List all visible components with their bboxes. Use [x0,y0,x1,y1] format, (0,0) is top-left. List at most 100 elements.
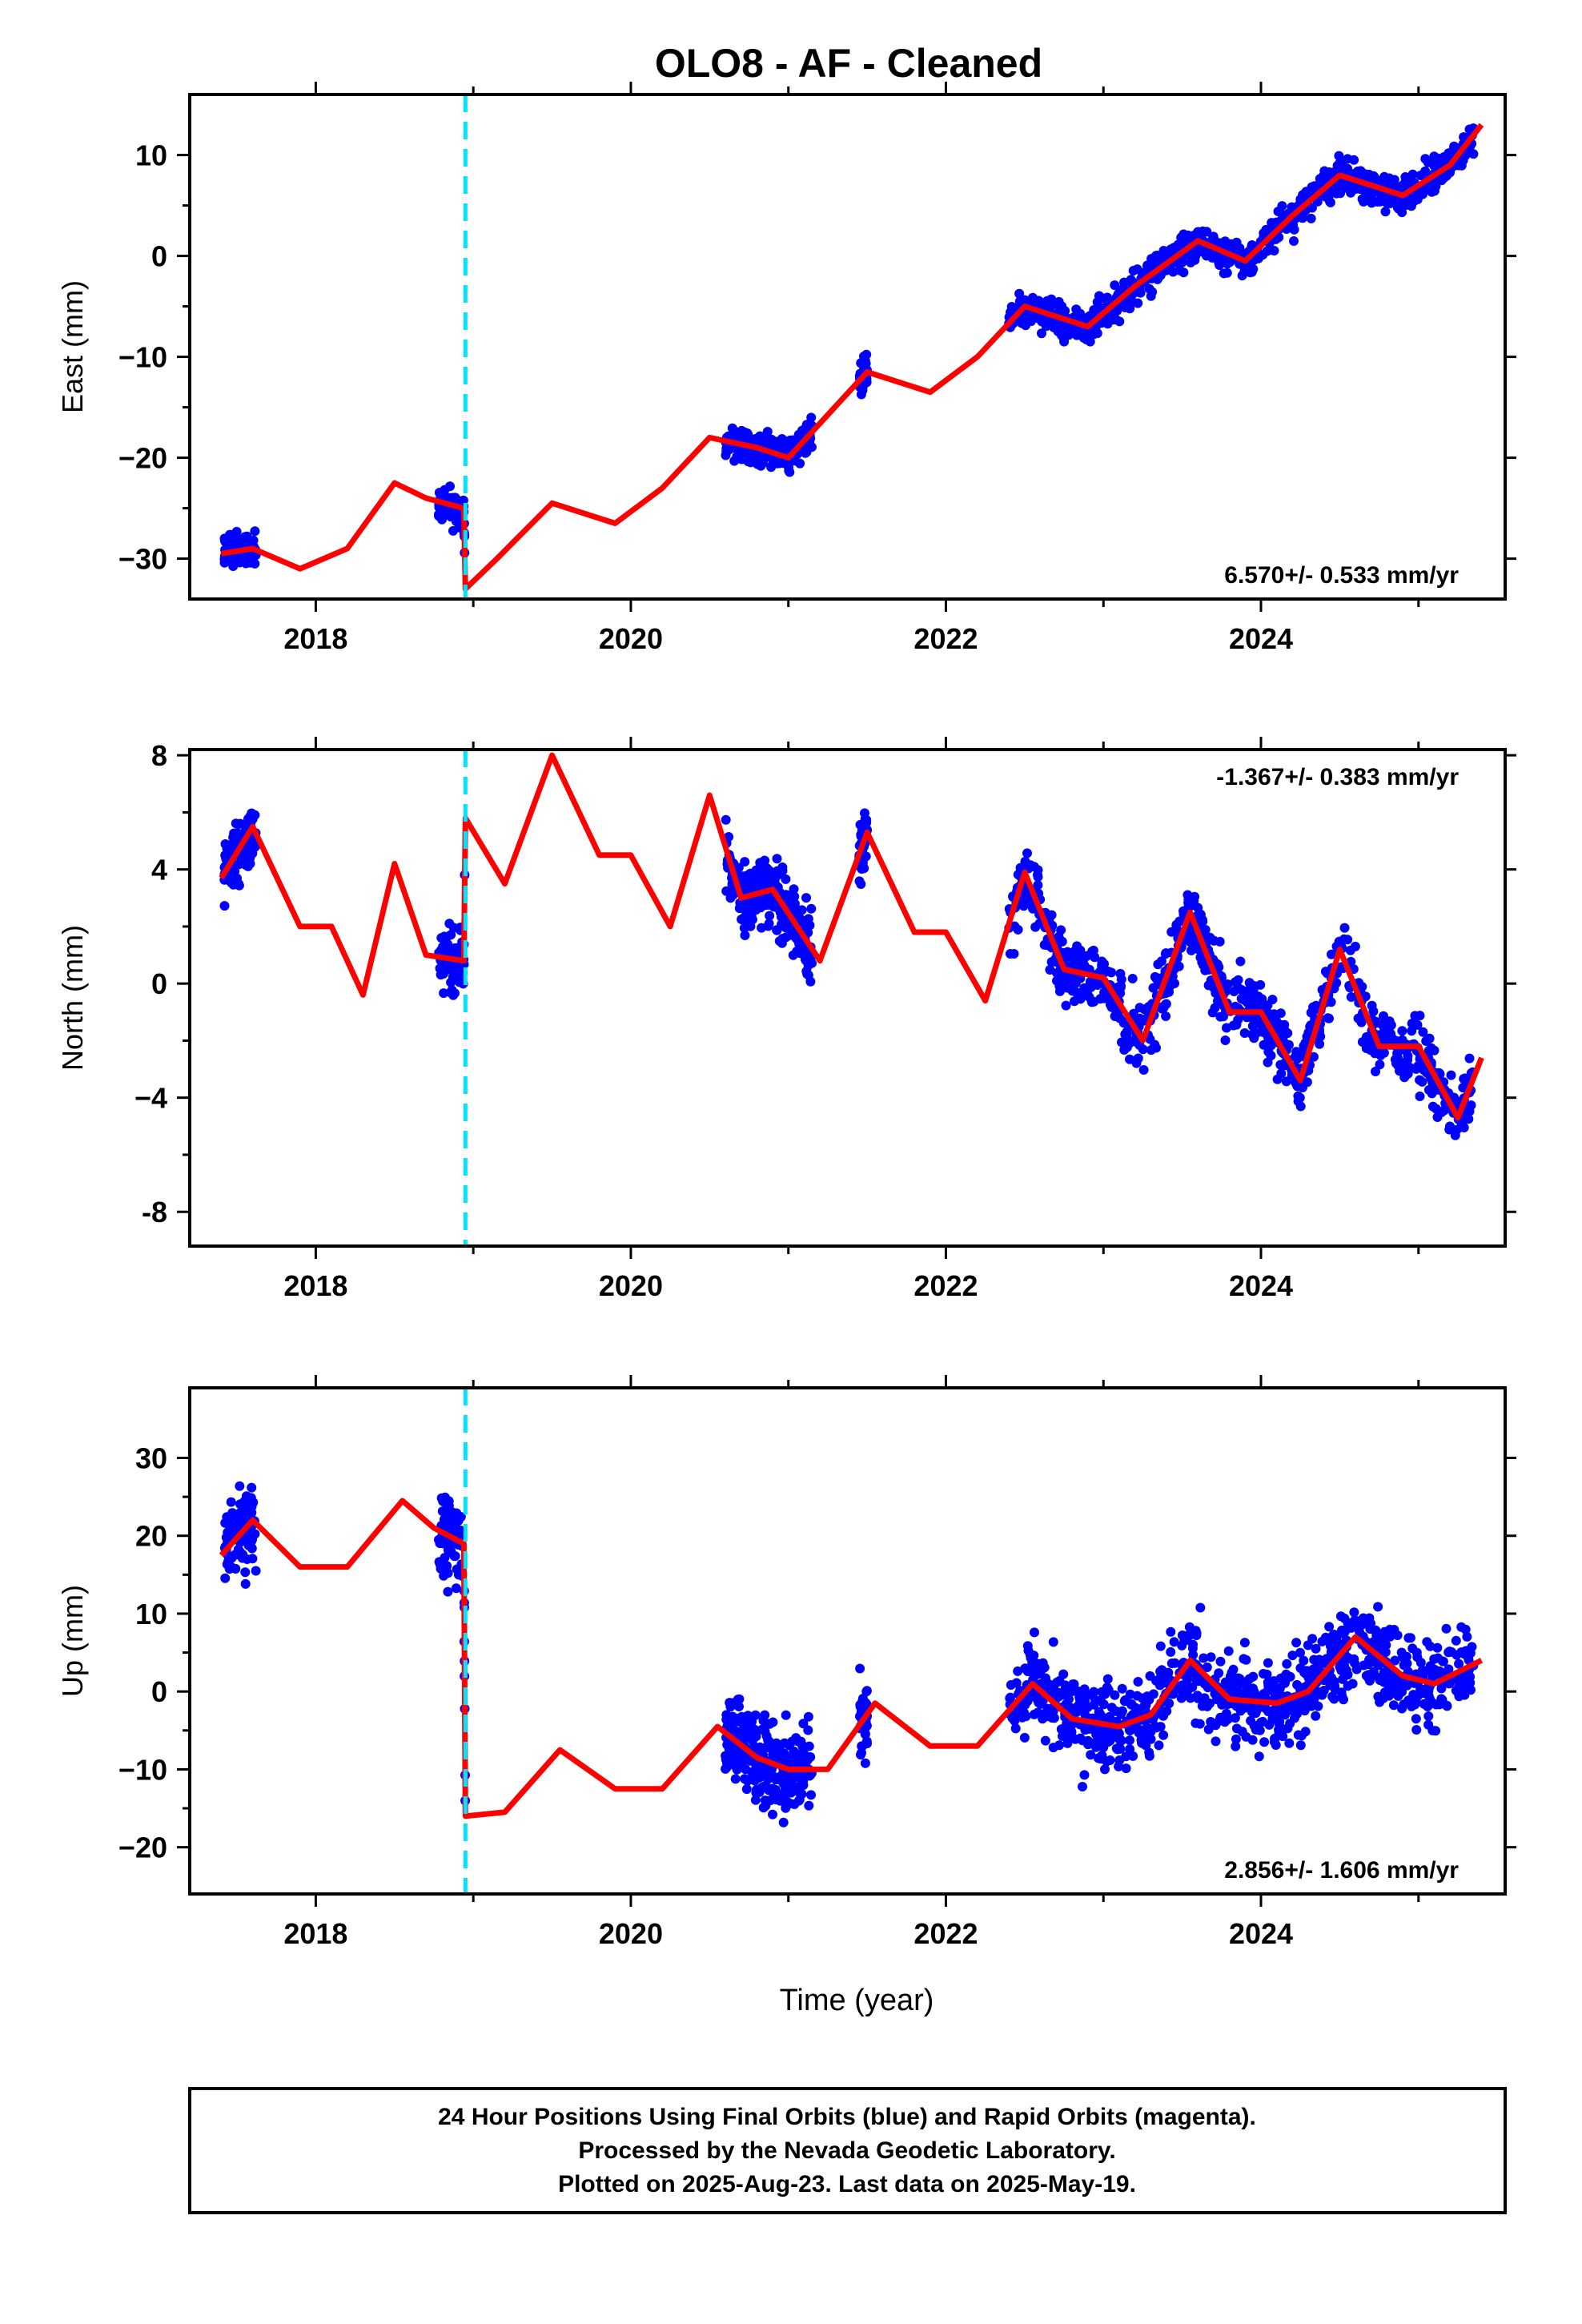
data-point [802,1755,813,1765]
data-point [1031,1665,1042,1675]
data-point [1138,1065,1149,1075]
data-point [778,1817,789,1827]
data-point [1379,174,1390,184]
data-point [1120,1695,1130,1705]
data-point [1061,1000,1071,1011]
data-point [1358,1613,1368,1623]
data-point [1114,1761,1124,1771]
data-point [1263,1686,1273,1696]
y-tick-label: -8 [142,1196,167,1228]
data-point [451,1583,461,1594]
y-tick-label: −20 [118,1831,167,1864]
data-point [448,990,459,1000]
data-point [767,875,777,885]
data-point [443,1568,453,1578]
up-y-axis-label: Up (mm) [56,1585,89,1697]
data-point [1110,280,1120,291]
data-point [219,901,230,911]
data-point [1445,1121,1455,1132]
data-point [860,1758,870,1768]
data-point [1095,1695,1106,1706]
data-point [1202,1663,1212,1672]
data-point [1222,1678,1232,1688]
data-point [1259,1039,1269,1050]
data-point [235,1508,245,1518]
data-point [755,858,765,868]
east-points [219,123,1479,571]
data-point [224,1520,235,1530]
data-point [1049,1681,1059,1691]
data-point [785,1754,796,1764]
data-point [1247,1735,1258,1745]
data-point [1086,1750,1096,1760]
data-point [1423,1045,1434,1055]
data-point [1325,1680,1335,1691]
data-point [1131,1703,1142,1714]
footer-line-2: Processed by the Nevada Geodetic Laborat… [578,2137,1115,2164]
data-point [745,1729,755,1739]
data-point [1079,1770,1090,1780]
data-point [452,971,462,982]
data-point [1223,1646,1234,1656]
data-point [1441,1623,1452,1634]
north-y-axis-label: North (mm) [56,925,89,1071]
data-point [1387,1673,1397,1683]
data-point [1327,1691,1338,1702]
data-point [1116,1735,1126,1746]
data-point [437,962,448,972]
data-point [235,537,245,548]
data-point [1407,1643,1418,1654]
data-point [1458,155,1468,166]
data-point [1365,1045,1375,1055]
data-point [756,1770,766,1780]
data-point [1024,898,1034,908]
data-point [856,1750,865,1760]
data-point [1329,1630,1339,1639]
data-point [773,1742,783,1752]
data-point [437,488,448,498]
data-point [1296,1731,1307,1741]
north-panel: 8 4 0 −4 -8 2018 2020 2022 2024 North (mm) -1.367+… [56,737,1516,1302]
data-point [1124,1725,1134,1735]
data-point [1212,1695,1223,1705]
data-point [1155,1641,1166,1651]
data-point [1048,1637,1058,1647]
data-point [1456,1647,1467,1658]
data-point [1432,1642,1443,1653]
data-point [1152,251,1162,260]
data-point [1133,1677,1143,1687]
data-point [1119,1045,1130,1055]
data-point [789,891,800,902]
data-point [1170,979,1179,988]
data-point [1375,1059,1385,1070]
data-point [1106,967,1117,978]
data-point [1339,1625,1350,1635]
data-point [1040,1735,1050,1746]
data-point [1072,327,1082,337]
data-point [1033,872,1043,883]
data-point [803,1711,813,1722]
data-point [797,1742,808,1752]
data-point [1157,1675,1167,1686]
data-point [1275,1008,1286,1019]
data-point [770,1784,781,1795]
north-frame [188,748,1507,1248]
data-point [1317,1636,1327,1647]
data-point [1137,1738,1146,1748]
data-point [1462,1631,1472,1642]
data-point [1427,1725,1438,1735]
data-point [1429,1654,1439,1664]
data-point [1460,1624,1471,1634]
data-point [1439,1105,1449,1116]
data-point [1338,1674,1348,1684]
data-point [1422,1637,1432,1647]
data-point [1356,1017,1367,1027]
data-point [1360,169,1371,179]
data-point [1380,1647,1391,1658]
data-point [1186,257,1196,267]
data-point [1114,316,1125,327]
data-point [1062,1738,1073,1748]
data-point [1411,1725,1422,1735]
y-tick-label: 30 [135,1442,167,1475]
data-point [1070,987,1081,997]
